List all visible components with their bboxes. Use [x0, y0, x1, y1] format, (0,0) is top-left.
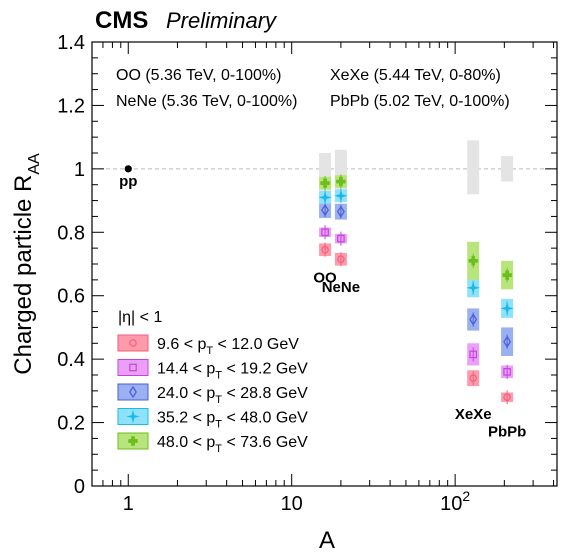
experiment-label: CMS [95, 7, 148, 34]
legend-marker-3 [126, 409, 140, 424]
point-s4-p2 [468, 256, 478, 266]
annotation-layer: OO (5.36 TeV, 0-100%) XeXe (5.44 TeV, 0-8… [116, 67, 526, 441]
point-s1-p3 [503, 368, 511, 376]
legend-swatch-2 [117, 383, 149, 401]
point-s1-p2 [469, 350, 478, 359]
system-label-2: NeNe [322, 279, 360, 296]
point-s0-p0 [321, 245, 329, 254]
svg-text:Charged particle RAA: Charged particle RAA [10, 153, 43, 375]
system-label-3: XeXe [455, 406, 492, 423]
point-s1-p1 [337, 234, 345, 243]
y-tick-label-5: 1 [74, 159, 85, 181]
status-label: Preliminary [166, 8, 278, 33]
legend: 9.6 < pT < 12.0 GeV 14.4 < pT < 19.2 GeV 2… [117, 334, 308, 455]
legend-swatch-0 [117, 334, 149, 352]
data-points-layer [124, 165, 514, 405]
y-tick-label-3: 0.6 [57, 286, 85, 308]
point-s3-p2 [466, 281, 480, 295]
point-s4-p3 [502, 270, 512, 280]
y-axis-label-sub: AA [26, 153, 43, 175]
x-tick-label-2: 102 [440, 488, 470, 515]
system-label-4: PbPb [488, 424, 526, 441]
y-tick-label-7: 1.4 [57, 32, 85, 54]
system-info-1: XeXe (5.44 TeV, 0-80%) [330, 67, 501, 84]
y-tick-label-6: 1.2 [57, 95, 85, 117]
point-s2-p3 [503, 335, 512, 348]
system-info-2: NeNe (5.36 TeV, 0-100%) [116, 93, 297, 110]
legend-label-3: 35.2 < pT < 48.0 GeV [157, 410, 308, 431]
legend-label-0: 9.6 < pT < 12.0 GeV [157, 336, 299, 357]
point-s0-p2 [469, 374, 478, 382]
system-label-0: pp [119, 173, 137, 190]
point-s2-p0 [321, 203, 329, 217]
legend-label-2: 24.0 < pT < 28.8 GeV [157, 385, 308, 406]
y-tick-label-2: 0.4 [57, 349, 85, 371]
legend-marker-2 [129, 385, 137, 399]
point-s3-p3 [500, 301, 514, 316]
point-s2-p1 [336, 205, 345, 218]
legend-marker-1 [129, 363, 137, 372]
point-s4-p1 [336, 176, 346, 187]
legend-swatch-1 [117, 359, 149, 376]
point-s3-p1 [334, 189, 348, 203]
norm-uncertainty-box-2 [467, 140, 480, 195]
point-s2-p2 [469, 313, 478, 326]
x-axis-label: A [319, 527, 335, 554]
legend-marker-0 [129, 339, 137, 347]
y-axis-label-main: Charged particle R [10, 175, 37, 375]
point-s3-p0 [318, 190, 332, 205]
legend-marker-4 [128, 436, 138, 446]
point-s0-p1 [337, 255, 345, 264]
system-info-0: OO (5.36 TeV, 0-100%) [116, 67, 281, 84]
y-tick-label-4: 0.8 [57, 222, 85, 244]
point-s1-p0 [321, 228, 329, 237]
x-tick-label-1: 10 [281, 493, 303, 515]
eta-cut-label: |η| < 1 [118, 309, 162, 326]
norm-uncertainty-box-3 [501, 156, 514, 182]
x-tick-label-0: 1 [123, 493, 134, 515]
system-label-1: OO [313, 270, 337, 287]
point-s0-p3 [503, 393, 511, 402]
pp-point [124, 165, 132, 173]
tick-labels: 0 0.2 0.4 0.6 0.8 1 1.2 1.4 1 10 102 [57, 32, 470, 515]
legend-label-4: 48.0 < pT < 73.6 GeV [157, 434, 308, 455]
y-tick-label-0: 0 [74, 476, 85, 498]
axis-ticks [91, 41, 557, 487]
system-info-3: PbPb (5.02 TeV, 0-100%) [330, 93, 510, 110]
legend-label-1: 14.4 < pT < 19.2 GeV [157, 361, 308, 382]
y-tick-label-1: 0.2 [57, 413, 85, 435]
point-s4-p0 [320, 178, 330, 188]
y-axis-label: Charged particle RAA [10, 153, 43, 375]
